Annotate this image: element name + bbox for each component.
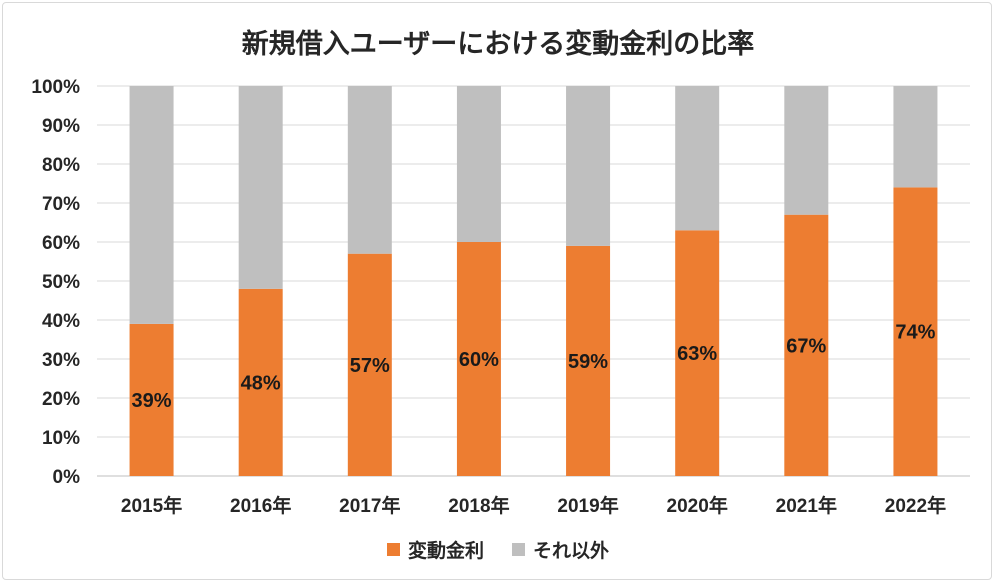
bar-other — [456, 86, 501, 242]
y-tick-label: 20% — [42, 389, 80, 410]
chart-legend: 変動金利 それ以外 — [0, 536, 996, 563]
data-label: 39% — [132, 390, 172, 412]
legend-swatch-variable-rate — [386, 543, 400, 556]
data-label: 60% — [459, 349, 499, 371]
y-tick-label: 100% — [31, 77, 80, 98]
bar-variable-rate — [347, 253, 392, 476]
x-tick-label: 2017年 — [339, 494, 400, 517]
y-tick-label: 80% — [42, 155, 80, 176]
legend-item-other: それ以外 — [512, 536, 609, 563]
data-label: 59% — [568, 351, 608, 373]
bar-variable-rate — [675, 230, 720, 476]
y-tick-label: 50% — [42, 272, 80, 293]
legend-swatch-other — [512, 543, 525, 556]
x-tick-label: 2015年 — [121, 494, 182, 517]
data-label: 48% — [241, 372, 281, 394]
legend-item-variable-rate: 変動金利 — [386, 536, 484, 563]
x-tick-label: 2019年 — [557, 494, 618, 517]
data-label: 74% — [895, 322, 935, 344]
legend-label-variable-rate: 変動金利 — [407, 540, 484, 562]
y-tick-label: 70% — [42, 194, 80, 215]
y-tick-label: 90% — [42, 116, 80, 137]
y-tick-label: 60% — [42, 233, 80, 254]
y-tick-label: 0% — [53, 467, 81, 488]
data-label: 57% — [350, 355, 390, 377]
bar-variable-rate — [566, 245, 611, 476]
bar-other — [129, 86, 174, 324]
bar-variable-rate — [456, 242, 501, 476]
bar-variable-rate — [784, 214, 829, 476]
x-tick-label: 2022年 — [885, 494, 946, 517]
bar-variable-rate — [129, 323, 174, 476]
bar-variable-rate — [893, 187, 938, 476]
bar-other — [893, 86, 938, 188]
x-tick-label: 2016年 — [230, 494, 291, 517]
x-tick-label: 2018年 — [448, 494, 509, 517]
bar-other — [675, 86, 720, 231]
bar-other — [784, 86, 829, 215]
y-tick-label: 30% — [42, 350, 80, 371]
bar-variable-rate — [238, 288, 283, 476]
data-label: 63% — [677, 343, 717, 365]
bar-other — [347, 86, 392, 254]
bar-other — [566, 86, 611, 246]
y-tick-label: 10% — [42, 428, 80, 449]
chart-title: 新規借入ユーザーにおける変動金利の比率 — [241, 29, 755, 60]
legend-label-other: それ以外 — [533, 540, 610, 562]
data-label: 67% — [786, 335, 826, 357]
y-tick-label: 40% — [42, 311, 80, 332]
x-tick-label: 2020年 — [667, 494, 728, 517]
bar-other — [238, 86, 283, 289]
x-tick-label: 2021年 — [776, 494, 837, 517]
